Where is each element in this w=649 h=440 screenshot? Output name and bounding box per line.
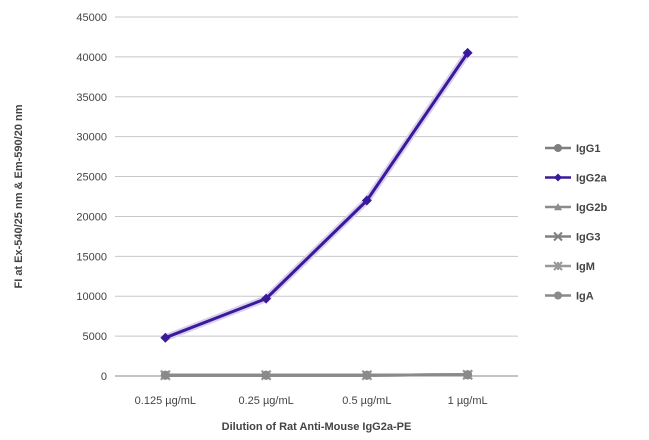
- legend: IgG1 IgG2a IgG2b IgG3 IgM IgA: [545, 143, 607, 303]
- legend-label: IgG1: [576, 143, 600, 155]
- series-line: [164, 52, 469, 340]
- legend-marker: [554, 173, 562, 182]
- data-point: [362, 370, 372, 380]
- y-tick-label: 30000: [76, 132, 107, 144]
- y-tick-label: 25000: [76, 172, 107, 184]
- data-point: [261, 370, 271, 380]
- legend-label: IgG2a: [576, 173, 607, 185]
- y-tick-label: 45000: [76, 12, 107, 24]
- gridlines: [115, 16, 518, 337]
- x-tick-label: 1 µg/mL: [448, 395, 488, 407]
- x-tick-label: 0.5 µg/mL: [342, 395, 391, 407]
- legend-item-iga: IgA: [545, 291, 594, 303]
- y-tick-label: 10000: [76, 291, 107, 303]
- legend-item-igg2b: IgG2b: [545, 202, 607, 214]
- x-axis-title: Dilution of Rat Anti-Mouse IgG2a-PE: [222, 421, 412, 433]
- legend-label: IgG2b: [576, 202, 607, 214]
- data-point: [160, 370, 170, 380]
- data-point: [261, 293, 272, 304]
- x-tick-label: 0.125 µg/mL: [135, 395, 196, 407]
- legend-marker: [554, 203, 562, 211]
- y-tick-label: 35000: [76, 92, 107, 104]
- x-tick-label: 0.25 µg/mL: [238, 395, 293, 407]
- series-line-glow: [164, 50, 471, 341]
- data-point: [462, 47, 473, 58]
- y-tick-label: 15000: [76, 251, 107, 263]
- y-tick-label: 20000: [76, 211, 107, 223]
- series-igg2a: [160, 47, 473, 343]
- legend-label: IgA: [576, 291, 594, 303]
- series-group: [160, 47, 473, 381]
- series-iga: [160, 370, 473, 380]
- data-point: [463, 370, 473, 380]
- legend-item-igg2a: IgG2a: [545, 173, 607, 185]
- legend-item-igm: IgM: [545, 261, 595, 273]
- y-tick-label: 5000: [83, 331, 107, 343]
- data-point: [160, 332, 171, 343]
- legend-item-igg1: IgG1: [545, 143, 600, 155]
- legend-label: IgM: [576, 261, 595, 273]
- legend-label: IgG3: [576, 232, 600, 244]
- legend-item-igg3: IgG3: [545, 232, 600, 244]
- data-point: [361, 195, 372, 206]
- y-tick-label: 0: [101, 371, 107, 383]
- legend-marker: [554, 291, 562, 300]
- x-axis-ticks: 0.125 µg/mL 0.25 µg/mL 0.5 µg/mL 1 µg/mL: [135, 395, 488, 407]
- legend-marker: [554, 144, 562, 152]
- legend-marker: [553, 231, 563, 242]
- legend-marker: [553, 261, 563, 271]
- y-axis-title: FI at Ex-540/25 nm & Em-590/20 nm: [13, 104, 25, 288]
- y-tick-label: 40000: [76, 52, 107, 64]
- y-axis-ticks: 0 5000 10000 15000 20000 25000 30000 35000 40000…: [76, 12, 107, 383]
